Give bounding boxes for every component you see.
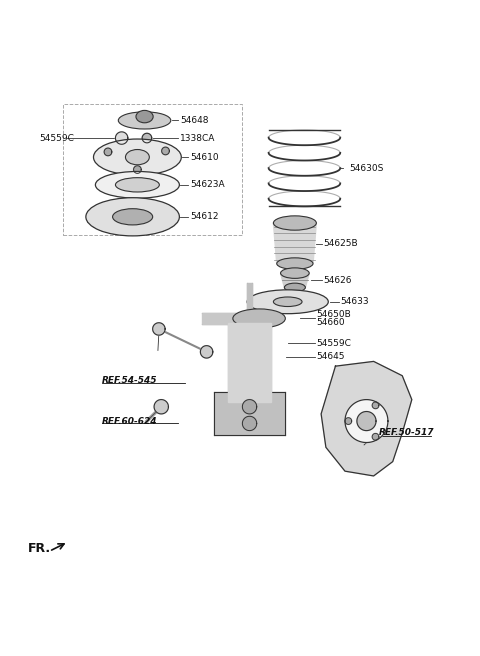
Text: 54633: 54633 [340, 297, 369, 306]
Polygon shape [202, 313, 278, 324]
Polygon shape [345, 418, 352, 424]
Polygon shape [162, 147, 169, 155]
Polygon shape [281, 273, 309, 287]
Ellipse shape [247, 290, 328, 314]
Ellipse shape [277, 258, 313, 270]
Polygon shape [372, 402, 379, 409]
Polygon shape [228, 323, 271, 402]
Text: 54626: 54626 [324, 276, 352, 285]
Ellipse shape [118, 112, 171, 129]
Text: 54648: 54648 [180, 116, 209, 125]
Text: REF.60-624: REF.60-624 [102, 417, 157, 426]
Ellipse shape [274, 216, 316, 230]
Text: REF.50-517: REF.50-517 [378, 428, 434, 438]
Text: 54623A: 54623A [190, 180, 225, 190]
Polygon shape [116, 132, 128, 144]
Text: 54612: 54612 [190, 213, 218, 221]
Ellipse shape [86, 197, 180, 236]
Polygon shape [153, 323, 165, 335]
Ellipse shape [281, 268, 309, 278]
Text: REF.54-545: REF.54-545 [102, 376, 157, 385]
Ellipse shape [96, 171, 180, 198]
Polygon shape [242, 417, 257, 430]
Ellipse shape [113, 209, 153, 225]
Text: 1338CA: 1338CA [180, 134, 216, 142]
Polygon shape [200, 346, 213, 358]
Ellipse shape [116, 178, 159, 192]
Polygon shape [104, 148, 112, 155]
Ellipse shape [94, 139, 181, 175]
Polygon shape [142, 133, 152, 143]
Polygon shape [357, 411, 376, 430]
Text: 54559C: 54559C [316, 338, 351, 348]
Polygon shape [133, 166, 141, 173]
Text: 54559C: 54559C [39, 134, 74, 142]
Polygon shape [274, 223, 316, 264]
Text: 54650B: 54650B [316, 310, 351, 319]
Ellipse shape [125, 150, 149, 165]
Ellipse shape [233, 309, 285, 328]
Polygon shape [372, 434, 379, 440]
Text: 54630S: 54630S [350, 163, 384, 173]
Text: 54660: 54660 [316, 318, 345, 327]
Polygon shape [214, 392, 285, 436]
Polygon shape [242, 400, 257, 414]
Polygon shape [321, 361, 412, 476]
Text: 54625B: 54625B [324, 239, 358, 248]
Polygon shape [154, 400, 168, 414]
Ellipse shape [274, 297, 302, 306]
Ellipse shape [284, 283, 305, 292]
Polygon shape [247, 283, 252, 316]
Text: FR.: FR. [28, 542, 51, 555]
Polygon shape [345, 400, 388, 443]
Text: 54610: 54610 [190, 153, 218, 161]
Text: 54645: 54645 [316, 352, 345, 361]
Ellipse shape [136, 110, 153, 123]
